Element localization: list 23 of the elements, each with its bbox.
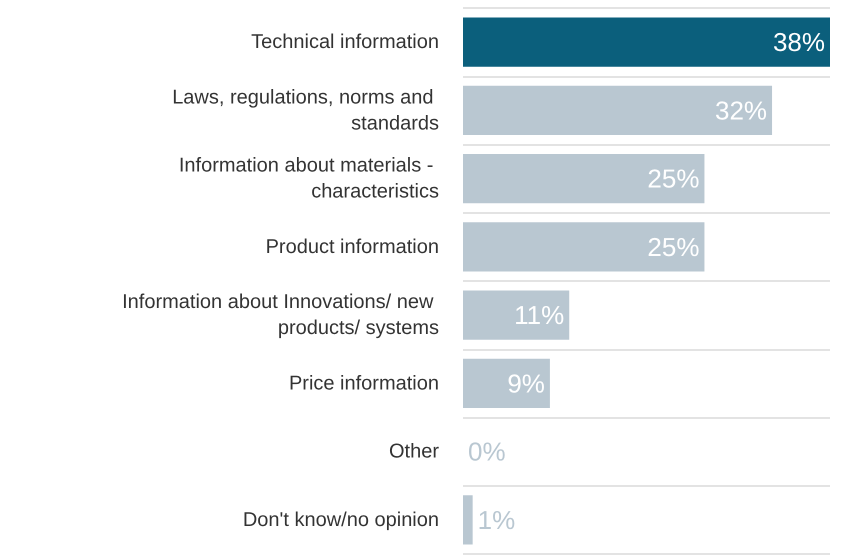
- y-tick-label: Information about Innovations/ new products/ systems: [122, 291, 439, 340]
- y-tick-label: Technical information: [251, 31, 439, 54]
- y-tick-label: Laws, regulations, norms and standards: [172, 86, 439, 134]
- data-label: 9%: [507, 368, 545, 398]
- y-tick-label: Product information: [266, 236, 439, 258]
- bar: [463, 154, 704, 204]
- data-label: 1%: [478, 504, 516, 535]
- y-tick-label: Price information: [288, 372, 439, 394]
- bar: [463, 222, 704, 272]
- bar: [463, 358, 550, 408]
- data-label: 25%: [647, 164, 700, 194]
- data-label: 0%: [468, 436, 506, 467]
- bar: [463, 495, 473, 544]
- data-label: 32%: [715, 95, 768, 126]
- bar: [463, 18, 830, 67]
- data-label: 25%: [647, 232, 700, 262]
- data-label: 11%: [514, 300, 564, 330]
- y-tick-label: Information about materials - characteristics: [178, 154, 439, 203]
- y-tick-label: Other: [388, 440, 440, 463]
- y-tick-label: Don't know/no opinion: [242, 508, 439, 531]
- data-label: 38%: [772, 27, 825, 58]
- bar: [463, 86, 772, 135]
- bar: [463, 290, 570, 340]
